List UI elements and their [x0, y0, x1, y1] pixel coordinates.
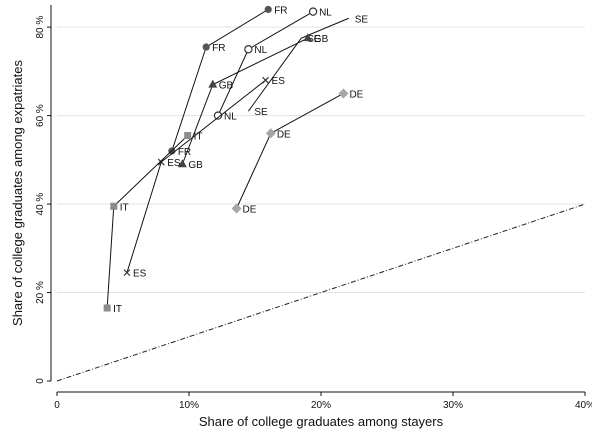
point-es-0-b	[123, 269, 131, 277]
series-gb: GB GB GB	[177, 33, 329, 171]
y-tick-label-0: 0	[35, 378, 46, 384]
point-label-nl-0: NL	[224, 112, 237, 123]
series-line-de	[236, 93, 344, 209]
point-it-0	[103, 304, 111, 312]
point-label-de-2: DE	[349, 89, 363, 100]
point-label-es-2: ES	[272, 76, 286, 87]
point-label-it-0: IT	[113, 304, 122, 315]
point-label-se-2: SE	[355, 14, 369, 25]
point-label-fr-2: FR	[274, 5, 287, 16]
series-it: IT IT IT	[103, 131, 203, 315]
point-de-2	[338, 88, 349, 99]
grid	[57, 26, 585, 294]
point-es-1	[157, 158, 165, 166]
axes: 0 20 % 40 % 60 % 80 % 0 10% 20% 30% 40%	[35, 5, 592, 411]
series-line-es	[126, 79, 266, 273]
point-label-nl-2: NL	[319, 8, 332, 19]
point-label-de-0: DE	[243, 204, 257, 215]
point-es-1-b	[157, 158, 165, 166]
series-de: DE DE DE	[231, 88, 364, 215]
series-line-se	[247, 17, 349, 112]
point-label-gb-1: GB	[219, 81, 234, 92]
x-tick-label-2: 20%	[311, 400, 331, 411]
reference-45-degree-line	[56, 203, 586, 382]
y-axis-title: Share of college graduates among expatri…	[10, 60, 25, 326]
point-es-0	[123, 269, 131, 277]
series-nl: NL NL NL	[213, 7, 332, 123]
series: FRFRFRNLNLNLSESESEGBGBGBESESESITITITDEDE…	[103, 5, 369, 315]
point-es-2-b	[262, 76, 269, 84]
point-label-fr-1: FR	[212, 43, 225, 54]
point-nl-0	[213, 111, 223, 120]
y-tick-label-1: 20 %	[35, 281, 46, 304]
point-gb-1	[208, 79, 218, 88]
x-tick-label-3: 30%	[443, 400, 463, 411]
point-label-es-1: ES	[167, 158, 181, 169]
x-tick-label-1: 10%	[179, 400, 199, 411]
y-tick-label-4: 80 %	[35, 16, 46, 39]
point-gb-2	[303, 33, 313, 42]
point-it-1	[110, 202, 118, 210]
point-label-it-1: IT	[120, 202, 129, 213]
point-label-se-0: SE	[254, 107, 268, 118]
point-fr-1	[202, 43, 210, 51]
y-tick-label-2: 40 %	[35, 193, 46, 216]
series-se: SE SE SE	[247, 14, 369, 118]
point-es-2	[262, 76, 269, 84]
point-fr-2	[264, 5, 272, 14]
point-nl-1	[244, 45, 253, 54]
y-tick-label-3: 60 %	[35, 104, 46, 127]
point-it-2	[184, 131, 192, 139]
point-label-it-2: IT	[194, 131, 203, 142]
point-de-0	[231, 203, 242, 214]
point-label-se-1: SE	[307, 34, 321, 45]
point-label-es-0: ES	[133, 269, 147, 280]
point-gb-0	[177, 159, 187, 168]
point-label-fr-0: FR	[178, 147, 191, 158]
point-nl-2	[308, 7, 318, 16]
point-de-1	[265, 128, 276, 139]
point-label-gb-2: GB	[314, 34, 329, 45]
point-label-nl-1: NL	[254, 45, 267, 56]
x-tick-label-4: 40%	[575, 400, 592, 411]
series-fr: FR FR FR	[168, 5, 288, 158]
x-tick-label-0: 0	[54, 400, 60, 411]
series-es: ES ES ES	[123, 76, 286, 280]
x-axis-title: Share of college graduates among stayers	[199, 414, 444, 429]
point-label-de-1: DE	[277, 129, 291, 140]
point-label-gb-0: GB	[188, 160, 203, 171]
